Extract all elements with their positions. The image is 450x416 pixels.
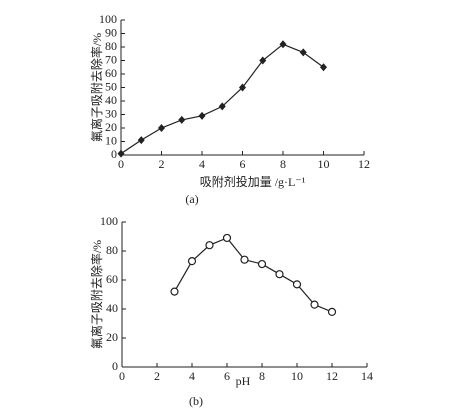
y-axis-label: 氟离子吸附去除率/% bbox=[89, 33, 104, 142]
marker bbox=[320, 63, 327, 72]
data-line bbox=[173, 237, 333, 313]
x-tick-label: 2 bbox=[159, 157, 165, 171]
marker bbox=[187, 257, 197, 266]
y-tick-label: 40 bbox=[105, 93, 117, 107]
y-tick-label: 60 bbox=[105, 66, 117, 80]
marker bbox=[218, 102, 226, 111]
marker bbox=[198, 111, 206, 120]
y-tick-label: 0 bbox=[111, 147, 117, 161]
marker bbox=[279, 40, 287, 49]
x-tick-label: 4 bbox=[189, 369, 195, 383]
y-tick-label: 70 bbox=[105, 52, 117, 66]
marker bbox=[310, 300, 319, 309]
marker bbox=[205, 241, 214, 250]
x-tick-label: 12 bbox=[358, 157, 370, 171]
x-axis-label: pH bbox=[236, 374, 251, 388]
x-tick-label: 12 bbox=[326, 369, 338, 383]
y-axis-label: 氟离子吸附去除率/% bbox=[89, 240, 104, 349]
marker bbox=[117, 149, 125, 158]
y-tick-label: 20 bbox=[106, 330, 118, 344]
marker bbox=[222, 233, 232, 243]
x-tick-label: 8 bbox=[280, 157, 286, 171]
y-tick-label: 10 bbox=[105, 133, 117, 147]
y-tick-label: 100 bbox=[100, 214, 118, 228]
x-tick-label: 8 bbox=[259, 369, 265, 383]
y-tick-label: 40 bbox=[106, 301, 118, 315]
x-tick-label: 6 bbox=[224, 369, 230, 383]
marker bbox=[239, 83, 246, 92]
x-axis-label: 吸附剂投加量 /g·L⁻¹ bbox=[200, 174, 306, 189]
y-tick-label: 50 bbox=[105, 79, 117, 93]
marker bbox=[275, 270, 284, 279]
marker bbox=[240, 255, 249, 264]
x-tick-label: 2 bbox=[154, 369, 160, 383]
caption: (b) bbox=[189, 394, 203, 408]
x-tick-label: 6 bbox=[240, 157, 246, 171]
y-tick-label: 0 bbox=[112, 359, 118, 373]
y-tick-label: 80 bbox=[106, 243, 118, 257]
x-tick-label: 0 bbox=[119, 369, 125, 383]
y-tick-label: 20 bbox=[105, 120, 117, 134]
marker bbox=[158, 124, 165, 132]
marker bbox=[257, 259, 267, 269]
y-tick-label: 90 bbox=[105, 25, 117, 39]
y-tick-label: 100 bbox=[99, 12, 117, 26]
x-tick-label: 0 bbox=[118, 157, 124, 171]
marker bbox=[259, 56, 267, 65]
marker bbox=[137, 136, 145, 145]
x-tick-label: 10 bbox=[318, 157, 330, 171]
x-tick-label: 4 bbox=[199, 157, 205, 171]
marker bbox=[292, 280, 302, 289]
y-tick-label: 30 bbox=[105, 106, 117, 120]
marker bbox=[178, 115, 186, 124]
marker bbox=[170, 287, 179, 296]
x-tick-label: 14 bbox=[361, 369, 373, 383]
x-tick-label: 10 bbox=[291, 369, 303, 383]
y-tick-label: 80 bbox=[105, 39, 117, 53]
y-tick-label: 60 bbox=[106, 272, 118, 286]
marker bbox=[299, 48, 307, 57]
caption: (a) bbox=[185, 192, 198, 206]
marker bbox=[327, 307, 337, 316]
data-line bbox=[120, 43, 324, 155]
